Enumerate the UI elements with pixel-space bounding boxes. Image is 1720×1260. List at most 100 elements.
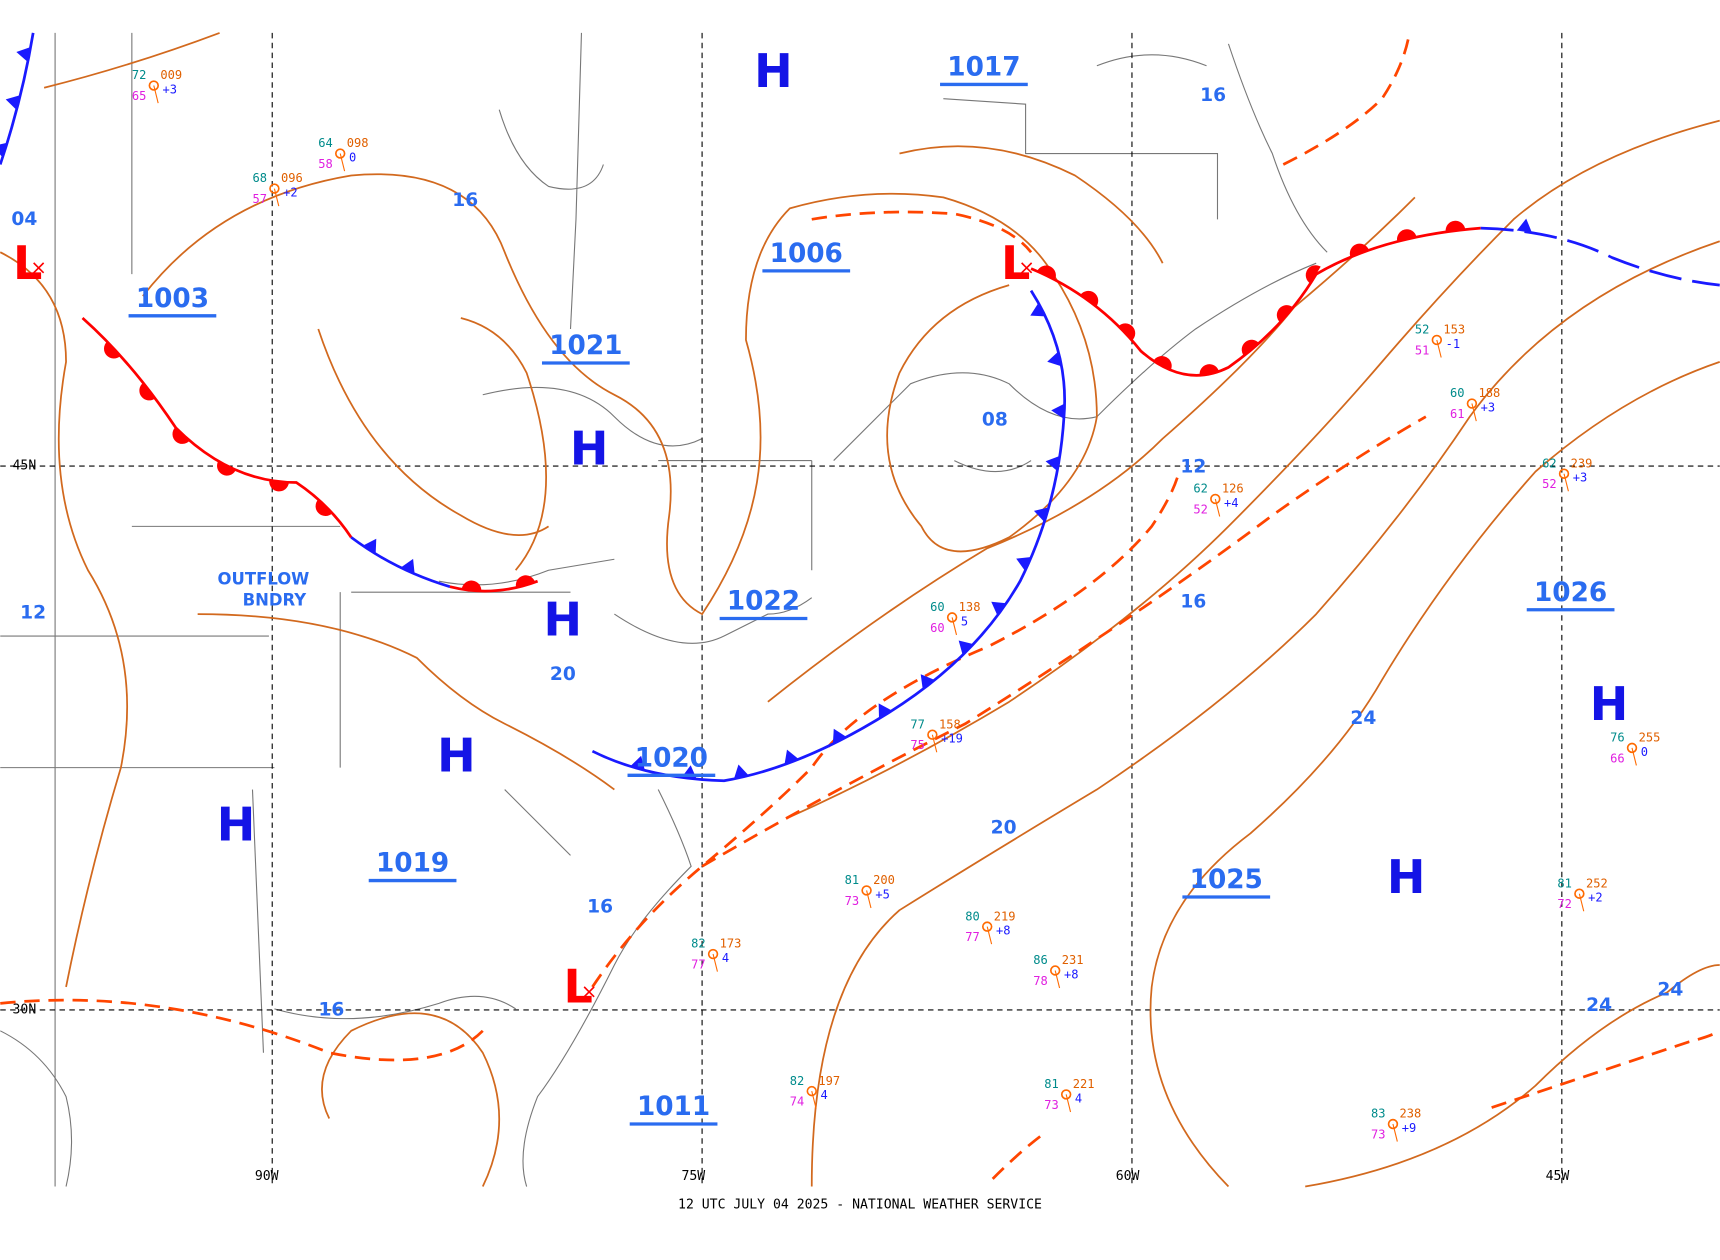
station-dewpoint: 52 xyxy=(1193,502,1208,516)
station-tendency: +3 xyxy=(163,82,178,96)
wind-barb xyxy=(951,617,958,636)
pressure-value: 1025 xyxy=(1190,865,1263,895)
station-pressure: 252 xyxy=(1586,876,1608,890)
front-symbol xyxy=(269,480,289,492)
station-temp: 62 xyxy=(1542,456,1557,470)
pressure-center-symbol: H xyxy=(437,728,476,782)
front-symbol xyxy=(362,538,377,554)
wind-barb xyxy=(1578,893,1585,912)
front-symbol xyxy=(172,427,190,444)
isobar-label: 20 xyxy=(550,664,576,685)
wind-barb xyxy=(1392,1123,1398,1142)
station-tendency: -1 xyxy=(1446,337,1461,351)
station-tendency: +9 xyxy=(1402,1121,1417,1135)
wind-barb xyxy=(1471,403,1477,422)
wind-barb xyxy=(1065,1094,1072,1113)
pressure-center-symbol: H xyxy=(1387,850,1426,904)
wind-barb xyxy=(866,890,872,909)
pressure-value: 1019 xyxy=(376,849,449,879)
station-temp: 77 xyxy=(910,717,925,731)
station-tendency: 0 xyxy=(349,150,356,164)
wind-barb xyxy=(1054,970,1061,989)
pressure-center-symbol: H xyxy=(544,592,583,646)
grid-label: 75W xyxy=(681,1169,705,1184)
station-circle xyxy=(1387,1118,1399,1130)
isobar-label: 16 xyxy=(1200,85,1226,106)
wind-barb xyxy=(339,153,346,172)
front-symbol xyxy=(400,558,415,575)
wind-barb xyxy=(1631,747,1637,766)
front-symbol xyxy=(1080,290,1099,307)
isobar-label: 16 xyxy=(587,896,613,917)
front-symbol xyxy=(630,755,645,771)
station-circle xyxy=(946,612,958,623)
station-tendency: +19 xyxy=(941,732,963,746)
wind-barb xyxy=(153,85,159,104)
station-dewpoint: 58 xyxy=(318,157,333,171)
station-circle xyxy=(1431,334,1443,346)
front-symbol xyxy=(1047,351,1062,367)
front-symbol xyxy=(1118,323,1136,341)
pressure-value: 1003 xyxy=(136,284,209,314)
front-symbol xyxy=(1045,455,1060,472)
front-symbol xyxy=(0,142,8,158)
grid-label: 90W xyxy=(255,1169,279,1184)
station-temp: 52 xyxy=(1415,323,1430,337)
station-circle xyxy=(1466,398,1478,409)
pressure-value: 1011 xyxy=(637,1092,710,1122)
station-temp: 82 xyxy=(790,1074,805,1088)
station-circle xyxy=(927,729,938,740)
station-circle xyxy=(1210,493,1221,505)
low-marker: × xyxy=(30,256,47,279)
low-marker: × xyxy=(1018,256,1035,279)
station-dewpoint: 57 xyxy=(252,192,267,206)
front-symbol xyxy=(1397,229,1417,242)
station-pressure: 200 xyxy=(873,873,895,887)
station-dewpoint: 66 xyxy=(1610,751,1625,765)
station-pressure: 238 xyxy=(1400,1107,1422,1121)
pressure-value: 1017 xyxy=(947,52,1020,82)
station-circle xyxy=(981,921,993,932)
wind-barb xyxy=(811,1090,817,1109)
front-symbol xyxy=(1516,218,1532,233)
front-symbol xyxy=(1153,356,1172,371)
front-symbol xyxy=(1241,339,1260,356)
station-circle xyxy=(861,885,872,896)
station-dewpoint: 78 xyxy=(1033,974,1048,988)
station-circle xyxy=(1060,1089,1072,1100)
station-tendency: +5 xyxy=(875,887,890,901)
pressure-center-symbol: H xyxy=(754,44,793,98)
station-pressure: 158 xyxy=(939,717,961,731)
wind-barb xyxy=(986,926,993,945)
station-pressure: 197 xyxy=(818,1074,840,1088)
station-temp: 86 xyxy=(1033,953,1048,967)
front-symbol xyxy=(1030,302,1046,317)
front-symbol xyxy=(461,580,482,592)
station-dewpoint: 60 xyxy=(930,621,945,635)
station-circle xyxy=(1626,742,1638,754)
station-tendency: +3 xyxy=(1573,471,1588,485)
front-symbol xyxy=(1016,556,1032,571)
station-circle xyxy=(1574,888,1585,899)
station-temp: 80 xyxy=(965,909,980,923)
station-temp: 76 xyxy=(1610,731,1625,745)
front-symbol xyxy=(515,575,536,588)
isobar-label: 12 xyxy=(20,603,46,624)
isobar-label: 16 xyxy=(1180,592,1206,613)
station-dewpoint: 65 xyxy=(132,89,147,103)
station-circle xyxy=(1049,965,1061,976)
station-pressure: 255 xyxy=(1639,731,1661,745)
station-pressure: 173 xyxy=(720,937,742,951)
front-symbol xyxy=(784,749,799,765)
station-temp: 60 xyxy=(1450,386,1465,400)
front-symbol xyxy=(16,46,31,63)
station-circle xyxy=(269,183,280,194)
station-pressure: 219 xyxy=(994,909,1016,923)
annotation: BNDRY xyxy=(243,590,308,609)
station-dewpoint: 73 xyxy=(845,894,860,908)
station-dewpoint: 72 xyxy=(1557,897,1572,911)
front-symbol xyxy=(1033,507,1049,523)
wind-barb xyxy=(931,734,938,753)
